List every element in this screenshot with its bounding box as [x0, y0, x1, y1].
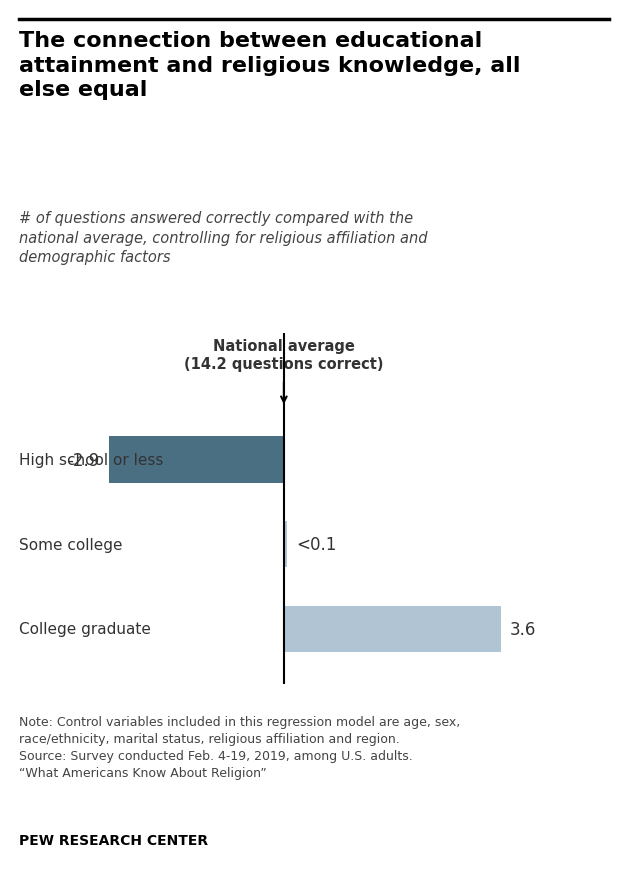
Text: -2.9: -2.9	[68, 451, 100, 469]
Text: <0.1: <0.1	[296, 536, 336, 553]
Text: 3.6: 3.6	[510, 620, 536, 638]
Text: The connection between educational
attainment and religious knowledge, all
else : The connection between educational attai…	[19, 31, 521, 100]
Text: College graduate: College graduate	[19, 622, 151, 637]
Text: Some college: Some college	[19, 537, 122, 553]
Text: PEW RESEARCH CENTER: PEW RESEARCH CENTER	[19, 833, 208, 847]
Bar	[284, 521, 287, 567]
Bar	[284, 606, 501, 652]
Text: National average
(14.2 questions correct): National average (14.2 questions correct…	[184, 339, 384, 371]
Bar	[109, 437, 284, 483]
Text: Note: Control variables included in this regression model are age, sex,
race/eth: Note: Control variables included in this…	[19, 715, 460, 779]
Text: High school or less: High school or less	[19, 453, 163, 467]
Text: # of questions answered correctly compared with the
national average, controllin: # of questions answered correctly compar…	[19, 210, 427, 265]
